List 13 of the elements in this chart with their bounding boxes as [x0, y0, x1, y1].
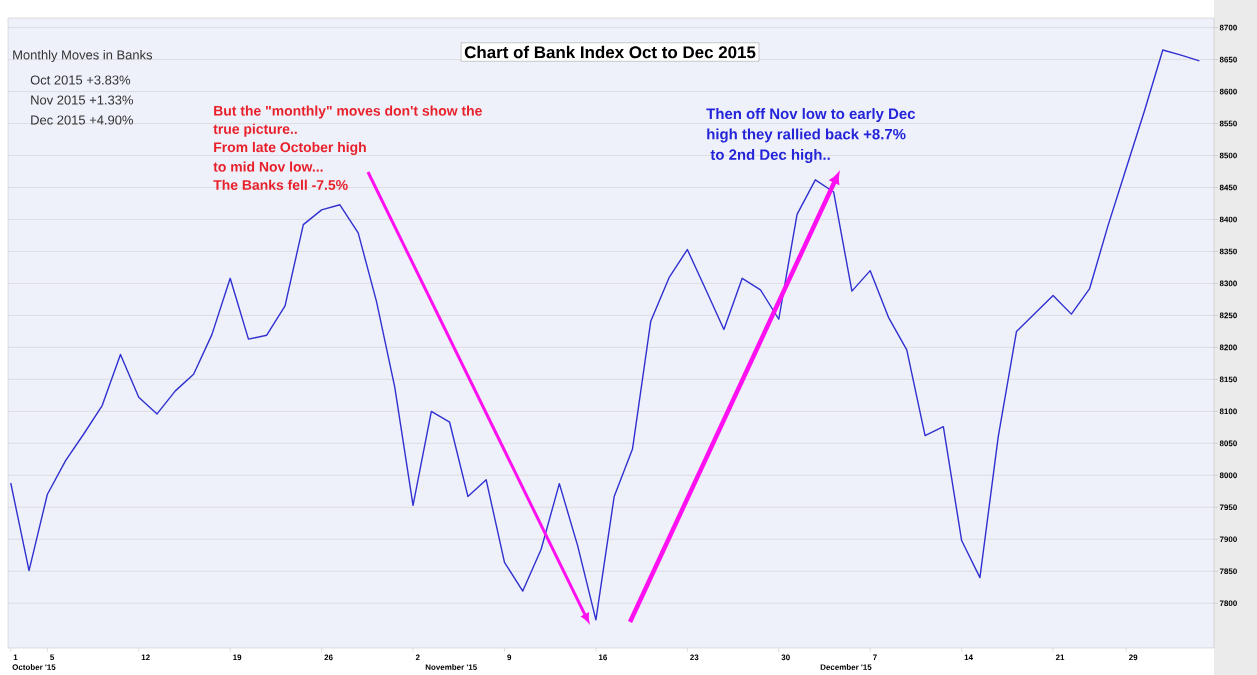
- annotation: Oct 2015 +3.83%: [30, 75, 131, 85]
- annotation: to 2nd Dec high..: [710, 148, 830, 163]
- annotation: From late October high: [214, 141, 366, 155]
- annotation: Monthly Moves in Banks: [13, 49, 153, 63]
- annotation: to mid Nov low...: [213, 161, 323, 172]
- annotation: high they rallied back +8.7%: [707, 128, 906, 143]
- annotation: Then off Nov low to early Dec: [706, 108, 916, 122]
- annotation: But the "monthly" moves don't show the: [214, 105, 482, 119]
- text: Chart of Bank Index Oct to Dec 2015: [464, 45, 756, 59]
- annotation: true picture..: [213, 123, 297, 137]
- annotation: Dec 2015 +4.90%: [31, 115, 133, 125]
- annotation: The Banks fell -7.5%: [213, 179, 348, 190]
- annotation: Nov 2015 +1.33%: [31, 95, 133, 105]
